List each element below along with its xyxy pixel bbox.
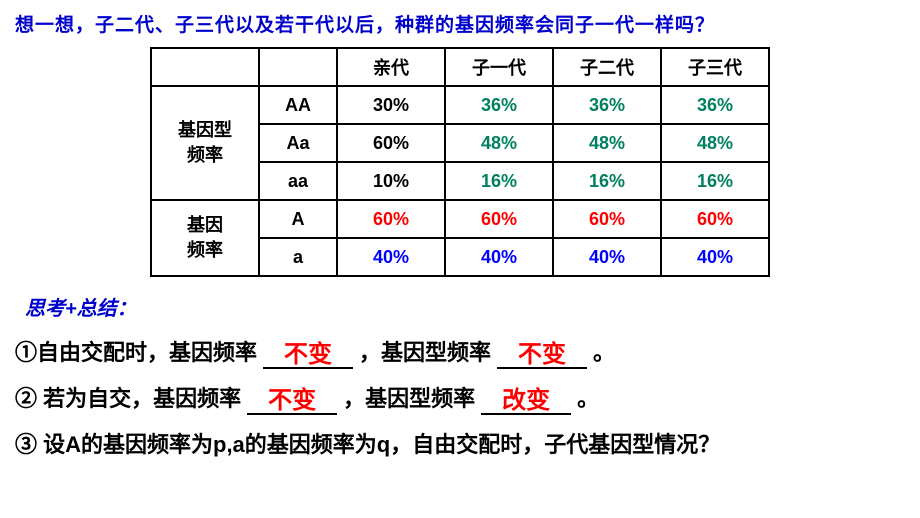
row-sub: aa [259,162,337,200]
cell: 60% [553,200,661,238]
s2-prefix: ② 若为自交，基因频率 [15,381,241,413]
row-sub: Aa [259,124,337,162]
table-row: 基因型频率 AA 30% 36% 36% 36% [151,86,769,124]
s1-blank1: 不变 [263,343,353,369]
cell: 40% [337,238,445,276]
cell: 40% [445,238,553,276]
gene-freq-label: 基因频率 [151,200,259,276]
statement-3: ③ 设A的基因频率为p,a的基因频率为q，自由交配时，子代基因型情况？ [15,427,905,459]
cell: 40% [661,238,769,276]
cell: 48% [445,124,553,162]
row-sub: a [259,238,337,276]
cell: 48% [553,124,661,162]
s1-suffix: 。 [593,335,615,367]
statement-2: ② 若为自交，基因频率 不变 ，基因型频率 改变 。 [15,381,905,413]
header-blank1 [151,48,259,86]
cell: 36% [445,86,553,124]
header-blank2 [259,48,337,86]
cell: 40% [553,238,661,276]
table-header-row: 亲代 子一代 子二代 子三代 [151,48,769,86]
cell: 16% [445,162,553,200]
thinking-summary-label: 思考+总结： [25,292,905,321]
genotype-freq-label: 基因型频率 [151,86,259,200]
header-f2: 子二代 [553,48,661,86]
cell: 30% [337,86,445,124]
cell: 10% [337,162,445,200]
row-sub: A [259,200,337,238]
s3-text: ③ 设A的基因频率为p,a的基因频率为q，自由交配时，子代基因型情况？ [15,427,720,459]
s2-mid: ，基因型频率 [343,381,475,413]
header-parent: 亲代 [337,48,445,86]
cell: 16% [553,162,661,200]
cell: 36% [661,86,769,124]
cell: 60% [337,200,445,238]
cell: 16% [661,162,769,200]
row-sub: AA [259,86,337,124]
table-row: 基因频率 A 60% 60% 60% 60% [151,200,769,238]
cell: 36% [553,86,661,124]
cell: 60% [445,200,553,238]
cell: 48% [661,124,769,162]
s1-blank2: 不变 [497,343,587,369]
s2-suffix: 。 [577,381,599,413]
genetics-table: 亲代 子一代 子二代 子三代 基因型频率 AA 30% 36% 36% 36% … [150,47,770,277]
statement-1: ①自由交配时，基因频率 不变 ，基因型频率 不变 。 [15,335,905,367]
s2-blank2: 改变 [481,389,571,415]
s1-prefix: ①自由交配时，基因频率 [15,335,257,367]
s2-blank1: 不变 [247,389,337,415]
cell: 60% [337,124,445,162]
cell: 60% [661,200,769,238]
top-question: 想一想，子二代、子三代以及若干代以后，种群的基因频率会同子一代一样吗？ [15,10,905,37]
header-f1: 子一代 [445,48,553,86]
header-f3: 子三代 [661,48,769,86]
s1-mid: ，基因型频率 [359,335,491,367]
